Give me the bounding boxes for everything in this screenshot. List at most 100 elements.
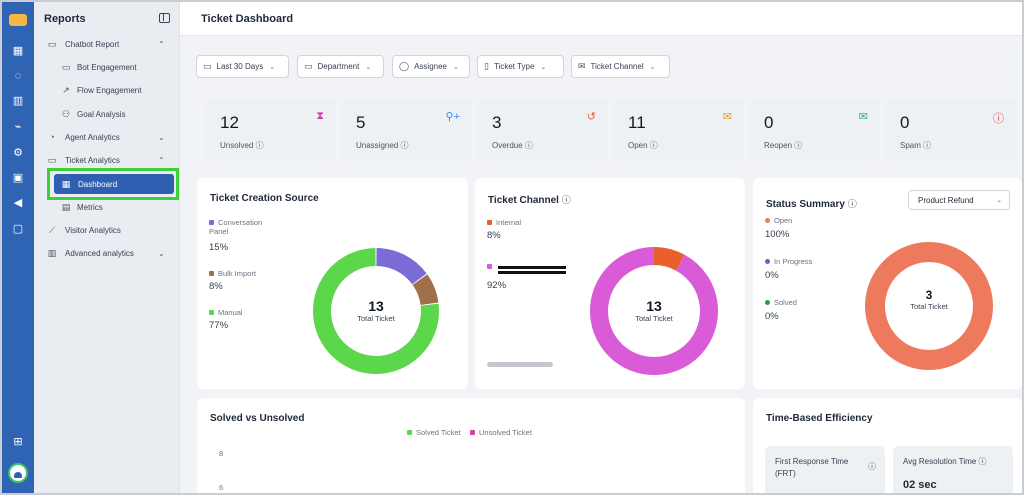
calendar-icon: ▭ (203, 61, 212, 71)
card-title: Solved vs Unsolved (210, 413, 305, 424)
legend-internal: Internal (487, 218, 521, 227)
sidebar-title: Reports (44, 13, 86, 25)
legend-solved: Solved (765, 298, 797, 307)
sidebar-item-flow-engagement[interactable]: ↗ Flow Engagement (62, 85, 142, 95)
card-title: Status Summary ⓘ (766, 199, 857, 210)
legend-unsolved-ticket: Unsolved Ticket (470, 428, 532, 437)
frt-card: First Response Time (FRT) ⓘ (765, 446, 885, 493)
mail-icon: ✉ (578, 61, 586, 71)
grid-icon[interactable]: ▦ (12, 45, 24, 57)
legend-in-progress: In Progress (765, 257, 812, 266)
efficiency-card: Time-Based Efficiency First Response Tim… (753, 398, 1022, 493)
info-icon: ⓘ (868, 462, 876, 471)
legend-solved-ticket: Solved Ticket (407, 428, 461, 437)
horizontal-scrollbar[interactable] (487, 362, 553, 367)
ticket-icon: ▭ (47, 155, 57, 165)
donut-slice-open[interactable] (865, 242, 993, 370)
metrics-icon: ▤ (61, 202, 71, 212)
brand-logo-icon[interactable] (9, 14, 27, 26)
kpi-reopen[interactable]: 0 Reopen ⓘ ✉ (749, 98, 880, 161)
chat-icon[interactable]: ◌ (14, 70, 22, 82)
chevron-down-icon: ⌄ (540, 63, 547, 71)
legend-manual: Manual (209, 308, 243, 317)
chevron-down-icon: ⌄ (365, 63, 372, 71)
main-content: Ticket Dashboard ▭ Last 30 Days ⌄ ▭ Depa… (180, 2, 1022, 493)
assignee-filter[interactable]: ◯ Assignee ⌄ (392, 55, 470, 78)
sidebar-item-metrics[interactable]: ▤ Metrics (61, 202, 103, 212)
sidebar-item-dashboard[interactable]: ▦ Dashboard (54, 174, 174, 194)
legend-conversation-panel: Conversation Panel (209, 218, 263, 236)
kpi-spam[interactable]: 0 Spam ⓘ ⓘ (885, 98, 1016, 161)
chevron-down-icon: ⌄ (158, 132, 165, 142)
gift-icon[interactable]: ⊞ (13, 436, 23, 448)
sidebar-item-bot-engagement[interactable]: ▭ Bot Engagement (61, 62, 137, 72)
chevron-down-icon: ⌄ (269, 63, 276, 71)
chevron-down-icon: ⌄ (996, 197, 1002, 204)
user-icon: ◯ (399, 61, 410, 71)
folder-icon: ▭ (304, 61, 313, 71)
kpi-unsolved[interactable]: 12 Unsolved ⓘ ⧗ (205, 98, 336, 161)
icon-rail: ▦ ◌ ▥ ⌁ ⚙ ▣ ◀ ▢ ⊞ (2, 2, 34, 493)
bot-report-icon: ▭ (47, 39, 57, 49)
department-filter[interactable]: ▭ Department ⌄ (297, 55, 384, 78)
chevron-down-icon: ⌄ (453, 63, 459, 71)
date-range-filter[interactable]: ▭ Last 30 Days ⌄ (196, 55, 289, 78)
legend-redacted (487, 262, 567, 271)
contact-icon[interactable]: ▣ (12, 172, 24, 184)
card-title: Ticket Creation Source (210, 193, 319, 204)
alert-icon: ⓘ (993, 113, 1004, 125)
gear-icon[interactable]: ⚙ (13, 147, 23, 159)
avg-resolution-card: Avg Resolution Time ⓘ 02 sec (893, 446, 1013, 493)
hourglass-icon: ⧗ (316, 110, 324, 122)
kpi-overdue[interactable]: 3 Overdue ⓘ ↺ (477, 98, 608, 161)
donut-center: 13 Total Ticket (357, 298, 395, 323)
legend-bulk-import: Bulk Import (209, 269, 256, 278)
header: Ticket Dashboard (180, 2, 1022, 36)
add-user-icon: ⚲+ (445, 111, 460, 123)
sidebar-item-advanced-analytics[interactable]: ▥ Advanced analytics ⌄ (47, 248, 165, 258)
chevron-up-icon: ⌃ (158, 155, 165, 165)
mail-reopen-icon: ✉ (858, 111, 868, 123)
sidebar-item-goal-analysis[interactable]: ⚇ Goal Analysis (61, 109, 126, 119)
donut-slice-unlabeled[interactable] (590, 247, 718, 375)
inner-ring (888, 265, 970, 347)
status-summary-card: Status Summary ⓘ Product Refund ⌄ Open 1… (753, 178, 1022, 389)
megaphone-icon[interactable]: ◀ (13, 197, 23, 209)
card-title: Time-Based Efficiency (766, 413, 873, 424)
users-icon: ⚇ (61, 109, 71, 119)
donut-slice-manual[interactable] (313, 248, 439, 374)
sidebar-item-agent-analytics[interactable]: ◔ Agent Analytics ⌄ (34, 127, 180, 147)
y-tick-label: 8 (219, 449, 224, 458)
calendar-icon: ▭ (61, 62, 71, 72)
plug-icon[interactable]: ⌁ (14, 121, 22, 133)
ticket-channel-card: Ticket Channel ⓘ Internal 8% 92% 13 Tota… (475, 178, 745, 389)
grid-icon: ▦ (61, 179, 71, 189)
donut-slice-internal[interactable] (653, 247, 685, 271)
flow-icon: ↗ (62, 85, 70, 95)
ticket-type-filter[interactable]: ▯ Ticket Type ⌄ (477, 55, 564, 78)
kpi-open[interactable]: 11 Open ⓘ ✉ (613, 98, 744, 161)
bot-icon[interactable]: ▢ (12, 223, 24, 235)
donut-slice-conversation-panel[interactable] (375, 248, 427, 285)
kpi-unassigned[interactable]: 5 Unassigned ⓘ ⚲+ (341, 98, 472, 161)
chevron-down-icon: ⌄ (649, 63, 656, 71)
bar-chart-icon[interactable]: ▥ (12, 95, 24, 107)
chevron-down-icon: ⌄ (158, 248, 165, 258)
donut-center: 13 Total Ticket (635, 298, 673, 323)
sidebar-item-ticket-analytics[interactable]: ▭ Ticket Analytics ⌃ (47, 155, 165, 165)
ticket-channel-filter[interactable]: ✉ Ticket Channel ⌄ (571, 55, 670, 78)
document-icon: ▯ (484, 61, 489, 71)
channel-donut (590, 247, 718, 375)
avatar[interactable] (8, 463, 28, 483)
collapse-sidebar-icon[interactable] (159, 13, 170, 23)
donut-slice-bulk-import[interactable] (412, 274, 439, 306)
sidebar-item-visitor-analytics[interactable]: ⟋ Visitor Analytics (48, 225, 121, 235)
solved-vs-unsolved-card: Solved vs Unsolved Solved Ticket Unsolve… (197, 398, 745, 493)
status-filter-select[interactable]: Product Refund ⌄ (908, 190, 1010, 210)
history-icon: ↺ (586, 111, 596, 123)
mail-open-icon: ✉ (722, 111, 732, 123)
bar-chart-icon: ▥ (47, 248, 57, 258)
sidebar-item-chatbot-report[interactable]: ▭ Chatbot Report ⌃ (47, 39, 165, 49)
status-donut (865, 242, 993, 370)
